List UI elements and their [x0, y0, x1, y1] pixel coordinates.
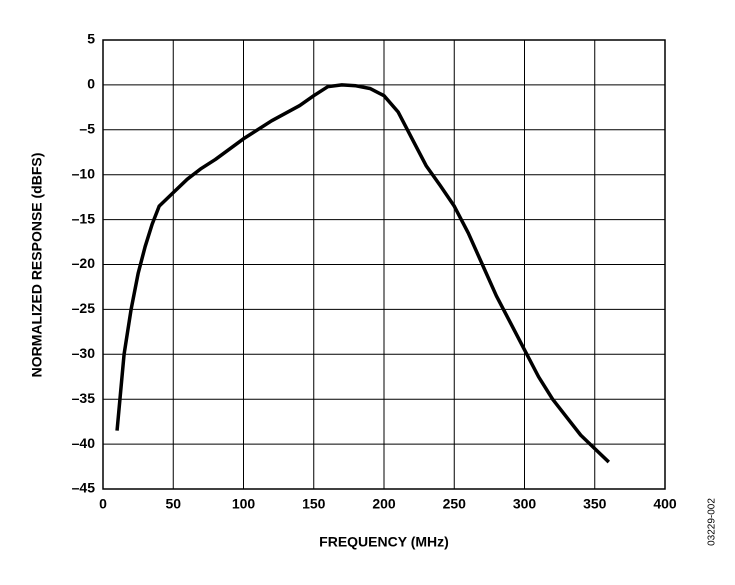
x-tick-label: 200 — [372, 496, 396, 512]
y-tick-label: –25 — [72, 300, 96, 316]
x-tick-label: 350 — [583, 496, 607, 512]
x-tick-label: 50 — [165, 496, 181, 512]
y-tick-label: 0 — [87, 76, 95, 92]
y-axis-label: NORMALIZED RESPONSE (dBFS) — [29, 153, 45, 378]
x-tick-label: 400 — [653, 496, 677, 512]
figure-id: 03229-002 — [707, 498, 718, 546]
data-line — [115, 83, 611, 464]
y-tick-label: –5 — [79, 121, 95, 137]
y-tick-label: –45 — [72, 480, 96, 496]
x-axis-label: FREQUENCY (MHz) — [319, 534, 449, 550]
y-tick-label: –40 — [72, 435, 96, 451]
plot-frame — [102, 39, 666, 490]
y-tick-label: –30 — [72, 345, 96, 361]
y-tick-label: –10 — [72, 165, 96, 181]
y-tick-label: –35 — [72, 390, 96, 406]
x-tick-label: 0 — [99, 496, 107, 512]
x-tick-label: 100 — [232, 496, 256, 512]
x-tick-label: 250 — [443, 496, 467, 512]
y-tick-label: –15 — [72, 210, 96, 226]
x-tick-label: 150 — [302, 496, 326, 512]
y-tick-label: 5 — [87, 31, 95, 47]
x-tick-label: 300 — [513, 496, 537, 512]
y-tick-label: –20 — [72, 255, 96, 271]
